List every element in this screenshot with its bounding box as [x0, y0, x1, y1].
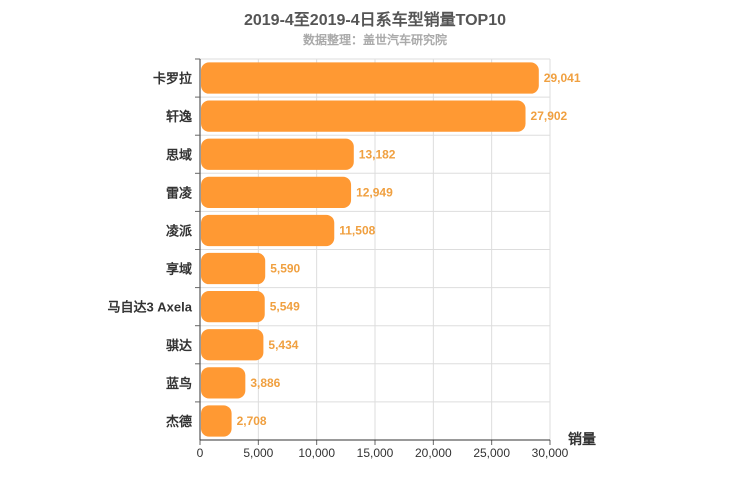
bars: 29,041 27,902 13,182 12,949 11,508 5,590 5,549… — [201, 62, 581, 437]
value-label: 11,508 — [339, 223, 375, 237]
bar — [201, 405, 232, 437]
value-label: 3,886 — [250, 376, 280, 390]
x-tick-label: 10,000 — [298, 446, 335, 460]
axes: 0 5,000 10,000 15,000 20,000 25,000 30,000 卡罗拉轩… — [107, 58, 569, 460]
bar — [201, 291, 265, 323]
value-label: 29,041 — [544, 71, 581, 85]
bar — [201, 252, 266, 285]
category-label: 思域 — [166, 147, 192, 162]
x-tick-label: 15,000 — [357, 446, 394, 460]
x-tick-label: 5,000 — [243, 446, 273, 460]
value-label: 12,949 — [356, 185, 393, 199]
x-axis-label: 销量 — [568, 431, 596, 447]
category-label: 雷凌 — [166, 185, 193, 200]
category-label: 杰德 — [166, 414, 192, 429]
x-tick-label: 30,000 — [532, 446, 569, 460]
value-label: 2,708 — [237, 414, 267, 428]
category-label: 凌派 — [166, 223, 193, 238]
bar — [201, 329, 264, 361]
bar — [201, 367, 246, 399]
value-label: 5,549 — [270, 300, 300, 314]
bar — [201, 176, 352, 208]
category-label: 享域 — [166, 262, 192, 277]
x-tick-label: 25,000 — [473, 446, 510, 460]
value-label: 27,902 — [531, 109, 568, 123]
bar — [201, 138, 354, 170]
bar — [201, 100, 526, 132]
x-tick-label: 20,000 — [415, 446, 452, 460]
chart-title: 2019-4至2019-4日系车型销量TOP10 — [243, 12, 507, 29]
value-label: 13,182 — [359, 147, 396, 161]
value-label: 5,434 — [268, 338, 298, 352]
category-label: 卡罗拉 — [153, 71, 192, 86]
category-label: 马自达3 Axela — [107, 300, 192, 315]
category-label: 蓝鸟 — [166, 376, 192, 391]
bar — [201, 62, 539, 94]
category-label: 轩逸 — [166, 109, 192, 124]
x-tick-label: 0 — [197, 446, 204, 460]
grid-lines — [200, 58, 551, 440]
category-label: 骐达 — [166, 338, 192, 353]
chart-subtitle: 数据整理：盖世汽车研究院 — [302, 33, 447, 47]
bar — [201, 214, 335, 247]
value-label: 5,590 — [270, 262, 300, 276]
